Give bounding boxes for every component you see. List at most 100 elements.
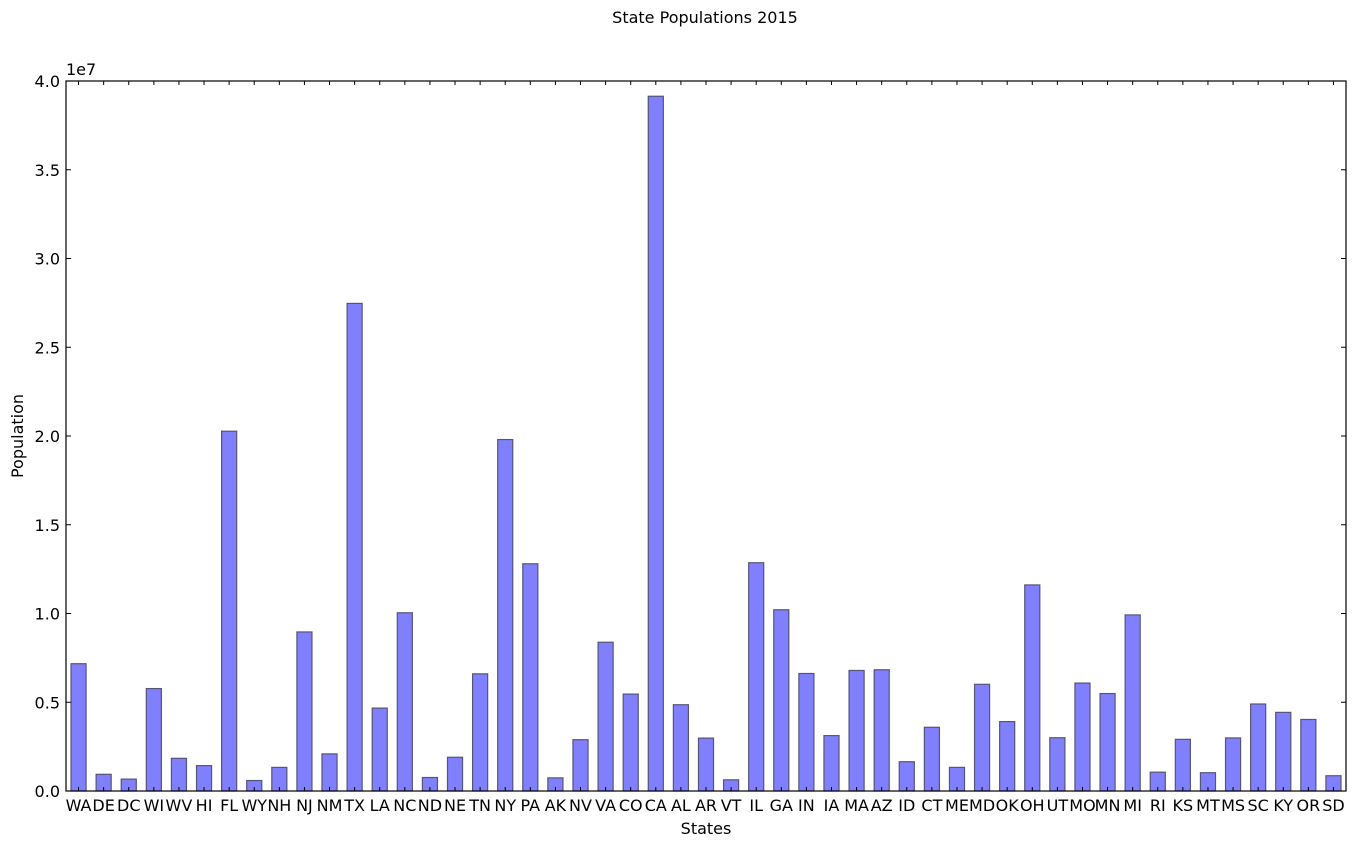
y-axis-offset-label: 1e7 (66, 60, 96, 79)
bar-fl (221, 430, 238, 792)
x-tick-label-ne: NE (444, 796, 466, 815)
x-tick-label-ca: CA (645, 796, 667, 815)
bar-id (898, 761, 915, 792)
x-tick-label-mt: MT (1196, 796, 1220, 815)
bar-mo (1074, 682, 1091, 792)
bar-in (798, 672, 815, 792)
x-tick-label-sc: SC (1247, 796, 1268, 815)
x-tick-label-nm: NM (317, 796, 343, 815)
x-tick-label-tx: TX (343, 796, 365, 815)
x-tick-label-ar: AR (695, 796, 717, 815)
y-ticks-group: 0.0 0.5 1.0 1.5 2.0 2.5 3.0 3.5 4.0 (35, 72, 1346, 801)
bar-nj (296, 631, 313, 792)
x-tick-label-nd: ND (418, 796, 442, 815)
x-tick-label-ut: UT (1047, 796, 1069, 815)
bar-ny (497, 438, 514, 792)
bar-mi (1124, 614, 1141, 792)
y-tick-label: 2.5 (35, 338, 60, 357)
x-tick-label-me: ME (945, 796, 969, 815)
bar-or (1300, 718, 1317, 792)
x-tick-label-wa: WA (66, 796, 92, 815)
bar-ma (848, 669, 865, 792)
bar-ia (823, 735, 840, 792)
x-tick-label-in: IN (798, 796, 815, 815)
x-tick-label-de: DE (92, 796, 114, 815)
bar-ks (1174, 738, 1191, 792)
x-tick-label-nv: NV (569, 796, 592, 815)
x-tick-label-ia: IA (824, 796, 840, 815)
bar-ne (446, 756, 464, 792)
bar-pa (522, 563, 539, 792)
x-tick-label-ct: CT (921, 796, 942, 815)
x-tick-label-dc: DC (117, 796, 141, 815)
x-tick-label-va: VA (595, 796, 616, 815)
bar-wv (170, 757, 188, 792)
bar-md (973, 683, 991, 792)
x-tick-label-mn: MN (1095, 796, 1121, 815)
chart-title: State Populations 2015 (612, 8, 798, 27)
y-tick-label: 2.0 (35, 427, 60, 446)
x-tick-label-sd: SD (1322, 796, 1344, 815)
bars-group (70, 95, 1342, 792)
bar-ct (923, 726, 941, 792)
bar-il (748, 562, 765, 792)
bar-ga (773, 609, 790, 792)
y-tick-label: 4.0 (35, 72, 60, 91)
x-tick-label-nc: NC (393, 796, 416, 815)
bar-la (371, 707, 388, 792)
x-tick-label-wi: WI (144, 796, 165, 815)
x-tick-label-ky: KY (1273, 796, 1293, 815)
bar-nm (321, 753, 338, 792)
bar-mn (1099, 692, 1116, 792)
x-tick-label-ak: AK (545, 796, 567, 815)
x-tick-label-ny: NY (494, 796, 516, 815)
plot-frame (65, 80, 1347, 792)
bar-wa (70, 663, 87, 792)
x-tick-label-ga: GA (770, 796, 793, 815)
bar-co (622, 693, 639, 792)
x-tick-label-wy: WY (241, 796, 267, 815)
bar-tx (346, 302, 363, 792)
x-tick-label-hi: HI (196, 796, 213, 815)
y-tick-label: 3.0 (35, 250, 60, 269)
x-tick-label-ma: MA (844, 796, 869, 815)
x-tick-label-md: MD (969, 796, 995, 815)
x-tick-label-la: LA (370, 796, 390, 815)
bar-ms (1224, 737, 1242, 792)
bar-ut (1049, 737, 1066, 792)
bar-wi (145, 687, 162, 792)
bar-nv (572, 739, 589, 792)
bar-ar (697, 737, 715, 792)
x-tick-label-wv: WV (166, 796, 193, 815)
bar-va (597, 641, 614, 792)
x-tick-label-nj: NJ (296, 796, 313, 815)
x-tick-label-fl: FL (220, 796, 238, 815)
x-tick-label-mo: MO (1069, 796, 1095, 815)
x-ticks-group: WA DE DC WI WV HI FL WY NH NJ NM TX LA NC ND NE TN NY PA AK… (66, 81, 1345, 815)
x-tick-label-vt: VT (721, 796, 742, 815)
x-tick-label-ri: RI (1150, 796, 1166, 815)
x-tick-label-id: ID (898, 796, 915, 815)
y-tick-label: 0.5 (35, 693, 60, 712)
x-tick-label-al: AL (671, 796, 691, 815)
bar-al (672, 704, 690, 792)
y-tick-label: 3.5 (35, 161, 60, 180)
x-tick-label-tn: TN (468, 796, 491, 815)
bar-ca (647, 95, 664, 792)
bar-nc (396, 612, 413, 792)
x-tick-label-mi: MI (1123, 796, 1142, 815)
y-tick-label: 1.0 (35, 605, 60, 624)
bar-az (873, 669, 890, 792)
bar-tn (471, 673, 489, 792)
bar-oh (1024, 584, 1041, 792)
y-tick-label: 0.0 (35, 782, 60, 801)
x-tick-label-or: OR (1296, 796, 1320, 815)
x-tick-label-nh: NH (267, 796, 291, 815)
bar-ok (999, 720, 1016, 792)
y-tick-label: 1.5 (35, 516, 60, 535)
x-tick-label-co: CO (619, 796, 643, 815)
x-tick-label-pa: PA (521, 796, 541, 815)
x-axis-label: States (681, 819, 732, 838)
x-tick-label-il: IL (749, 796, 763, 815)
